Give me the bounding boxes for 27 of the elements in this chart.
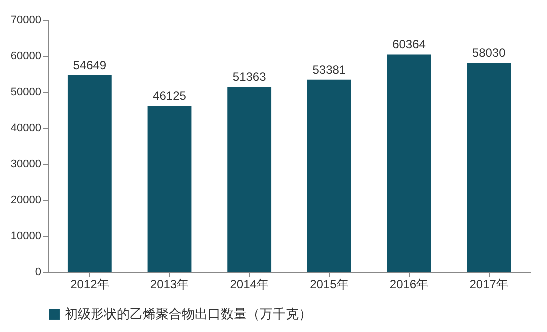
x-tick-label: 2015年: [310, 278, 349, 292]
data-label: 53381: [312, 62, 346, 77]
legend-label: 初级形状的乙烯聚合物出口数量（万千克）: [65, 306, 312, 322]
data-label: 51363: [232, 70, 267, 84]
bar: [148, 106, 192, 272]
x-tick-label: 2014年: [230, 278, 269, 292]
y-tick-label: 30000: [10, 158, 42, 170]
y-tick-label: 40000: [10, 122, 42, 134]
data-label: 46125: [153, 88, 187, 103]
bar: [467, 63, 512, 272]
y-tick-label: 0: [35, 266, 42, 278]
y-tick-label: 70000: [10, 14, 42, 26]
bar: [387, 54, 432, 272]
y-tick-label: 20000: [10, 194, 42, 206]
x-tick-label: 2016年: [390, 278, 429, 292]
x-tick-label: 2013年: [150, 278, 190, 292]
x-tick-label: 2017年: [470, 278, 508, 292]
x-tick-label: 2012年: [70, 278, 110, 292]
y-tick-label: 60000: [10, 50, 42, 62]
y-tick-label: 50000: [10, 86, 42, 98]
data-label: 58030: [472, 46, 506, 60]
y-tick-label: 10000: [10, 230, 42, 242]
bar: [68, 75, 112, 272]
bar: [307, 80, 352, 272]
data-label: 54649: [73, 58, 107, 72]
data-label: 60364: [392, 38, 426, 52]
bar: [228, 87, 272, 272]
